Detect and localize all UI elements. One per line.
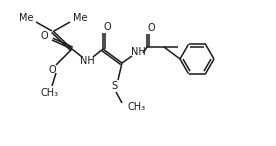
Text: NH: NH <box>79 56 94 66</box>
Text: Me: Me <box>73 13 87 23</box>
Text: S: S <box>111 81 117 91</box>
Text: CH₃: CH₃ <box>128 102 146 112</box>
Text: O: O <box>40 31 48 41</box>
Text: CH₃: CH₃ <box>41 88 59 98</box>
Text: O: O <box>48 65 56 75</box>
Text: NH: NH <box>131 47 145 57</box>
Text: Me: Me <box>18 13 33 23</box>
Text: O: O <box>147 23 155 33</box>
Text: O: O <box>103 22 111 32</box>
